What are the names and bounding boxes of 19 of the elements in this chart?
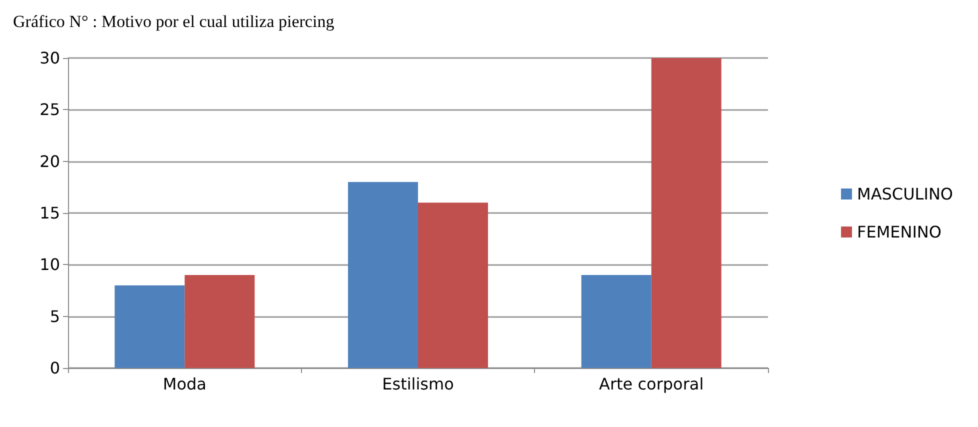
x-tick-label: Estilismo <box>382 374 454 394</box>
y-tick-label: 25 <box>40 100 60 120</box>
x-tick-label: Moda <box>162 374 206 394</box>
bar <box>418 202 488 368</box>
bar <box>651 58 722 368</box>
bar <box>114 285 185 368</box>
legend-label: MASCULINO <box>857 184 953 204</box>
x-tick-label: Arte corporal <box>598 374 704 394</box>
y-tick-label: 30 <box>40 48 60 68</box>
bar <box>184 275 255 368</box>
y-tick-label: 15 <box>40 204 60 222</box>
bar <box>581 275 652 368</box>
chart-title: Gráfico N° : Motivo por el cual utiliza piercing <box>13 12 335 31</box>
y-tick-label: 20 <box>40 152 60 171</box>
legend-label: FEMENINO <box>857 222 942 242</box>
bar <box>348 182 418 368</box>
y-tick-label: 10 <box>40 255 60 274</box>
y-tick-label: 0 <box>50 358 60 378</box>
y-tick-label: 5 <box>50 306 60 326</box>
